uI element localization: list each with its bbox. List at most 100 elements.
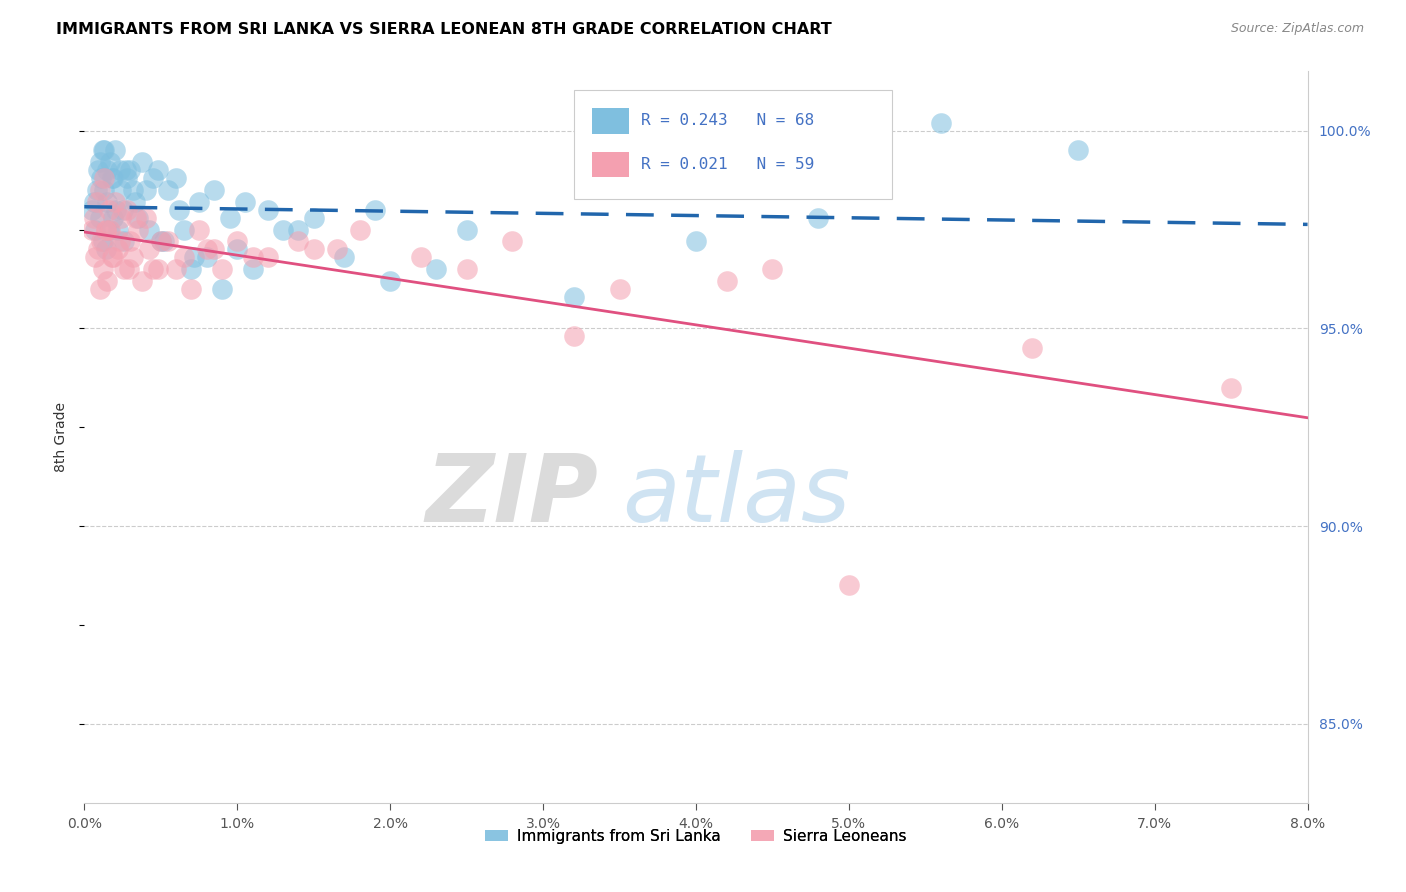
Point xyxy=(425,262,447,277)
Point xyxy=(135,183,157,197)
Point xyxy=(716,274,738,288)
Point xyxy=(180,282,202,296)
Point xyxy=(149,235,172,249)
Point xyxy=(149,235,172,249)
Point xyxy=(94,242,117,256)
Point xyxy=(135,211,157,225)
Point xyxy=(131,155,153,169)
Point xyxy=(122,183,145,197)
Point xyxy=(96,163,118,178)
Point xyxy=(124,194,146,209)
Point xyxy=(242,250,264,264)
Point xyxy=(142,262,165,277)
Point xyxy=(202,242,225,256)
Point xyxy=(333,250,356,264)
Point xyxy=(101,250,124,264)
Point xyxy=(287,222,309,236)
Point xyxy=(195,250,218,264)
Point xyxy=(86,183,108,197)
Point xyxy=(287,235,309,249)
Point xyxy=(108,235,131,249)
Point xyxy=(195,242,218,256)
Point xyxy=(103,171,125,186)
Point xyxy=(807,211,830,225)
Point xyxy=(115,202,138,217)
Point xyxy=(104,194,127,209)
Point xyxy=(226,235,249,249)
Point xyxy=(105,202,128,217)
Y-axis label: 8th Grade: 8th Grade xyxy=(55,402,69,472)
Point xyxy=(91,144,114,158)
Point xyxy=(146,163,169,178)
Point xyxy=(188,194,211,209)
Point xyxy=(83,211,105,225)
Point xyxy=(562,329,585,343)
Point xyxy=(110,211,132,225)
Point xyxy=(97,222,120,236)
Point xyxy=(142,171,165,186)
Point xyxy=(94,222,117,236)
Point xyxy=(91,235,114,249)
Point xyxy=(107,242,129,256)
Point xyxy=(98,222,121,236)
Point xyxy=(114,163,136,178)
Point xyxy=(80,222,103,236)
Point xyxy=(93,171,115,186)
Point xyxy=(80,202,103,217)
Point xyxy=(107,222,129,236)
Point xyxy=(380,274,402,288)
Point xyxy=(242,262,264,277)
Text: R = 0.243   N = 68: R = 0.243 N = 68 xyxy=(641,113,814,128)
Point xyxy=(125,211,148,225)
Point xyxy=(271,222,294,236)
Point xyxy=(838,578,860,592)
Point xyxy=(108,163,131,178)
Point xyxy=(157,235,180,249)
Point xyxy=(153,235,176,249)
Point xyxy=(101,171,124,186)
Point xyxy=(183,250,205,264)
Point xyxy=(118,262,141,277)
Point xyxy=(146,262,169,277)
Point xyxy=(89,211,111,225)
Point xyxy=(93,144,115,158)
Point xyxy=(302,211,325,225)
Point xyxy=(157,183,180,197)
Point xyxy=(98,155,121,169)
Point xyxy=(173,250,195,264)
Point xyxy=(218,211,240,225)
Point xyxy=(104,144,127,158)
Point xyxy=(112,262,135,277)
Point xyxy=(761,262,783,277)
Point xyxy=(110,183,132,197)
Text: atlas: atlas xyxy=(623,450,851,541)
Point xyxy=(1021,341,1043,355)
Point xyxy=(364,202,387,217)
Point xyxy=(180,262,202,277)
Point xyxy=(84,222,107,236)
Point xyxy=(90,235,112,249)
Point xyxy=(562,290,585,304)
Point xyxy=(456,262,478,277)
Point xyxy=(167,202,190,217)
Point xyxy=(257,250,280,264)
Point xyxy=(89,183,111,197)
Point xyxy=(84,250,107,264)
Point xyxy=(929,116,952,130)
Point xyxy=(226,242,249,256)
Point xyxy=(131,274,153,288)
Point xyxy=(103,250,125,264)
FancyBboxPatch shape xyxy=(574,90,891,200)
Text: R = 0.021   N = 59: R = 0.021 N = 59 xyxy=(641,157,814,172)
Point xyxy=(165,262,187,277)
Point xyxy=(87,242,110,256)
Point xyxy=(188,222,211,236)
Bar xyxy=(592,152,628,178)
Point xyxy=(1067,144,1090,158)
Bar xyxy=(592,108,628,134)
Point xyxy=(127,211,149,225)
Point xyxy=(211,282,233,296)
Point xyxy=(120,163,142,178)
Point xyxy=(211,262,233,277)
Point xyxy=(349,222,371,236)
